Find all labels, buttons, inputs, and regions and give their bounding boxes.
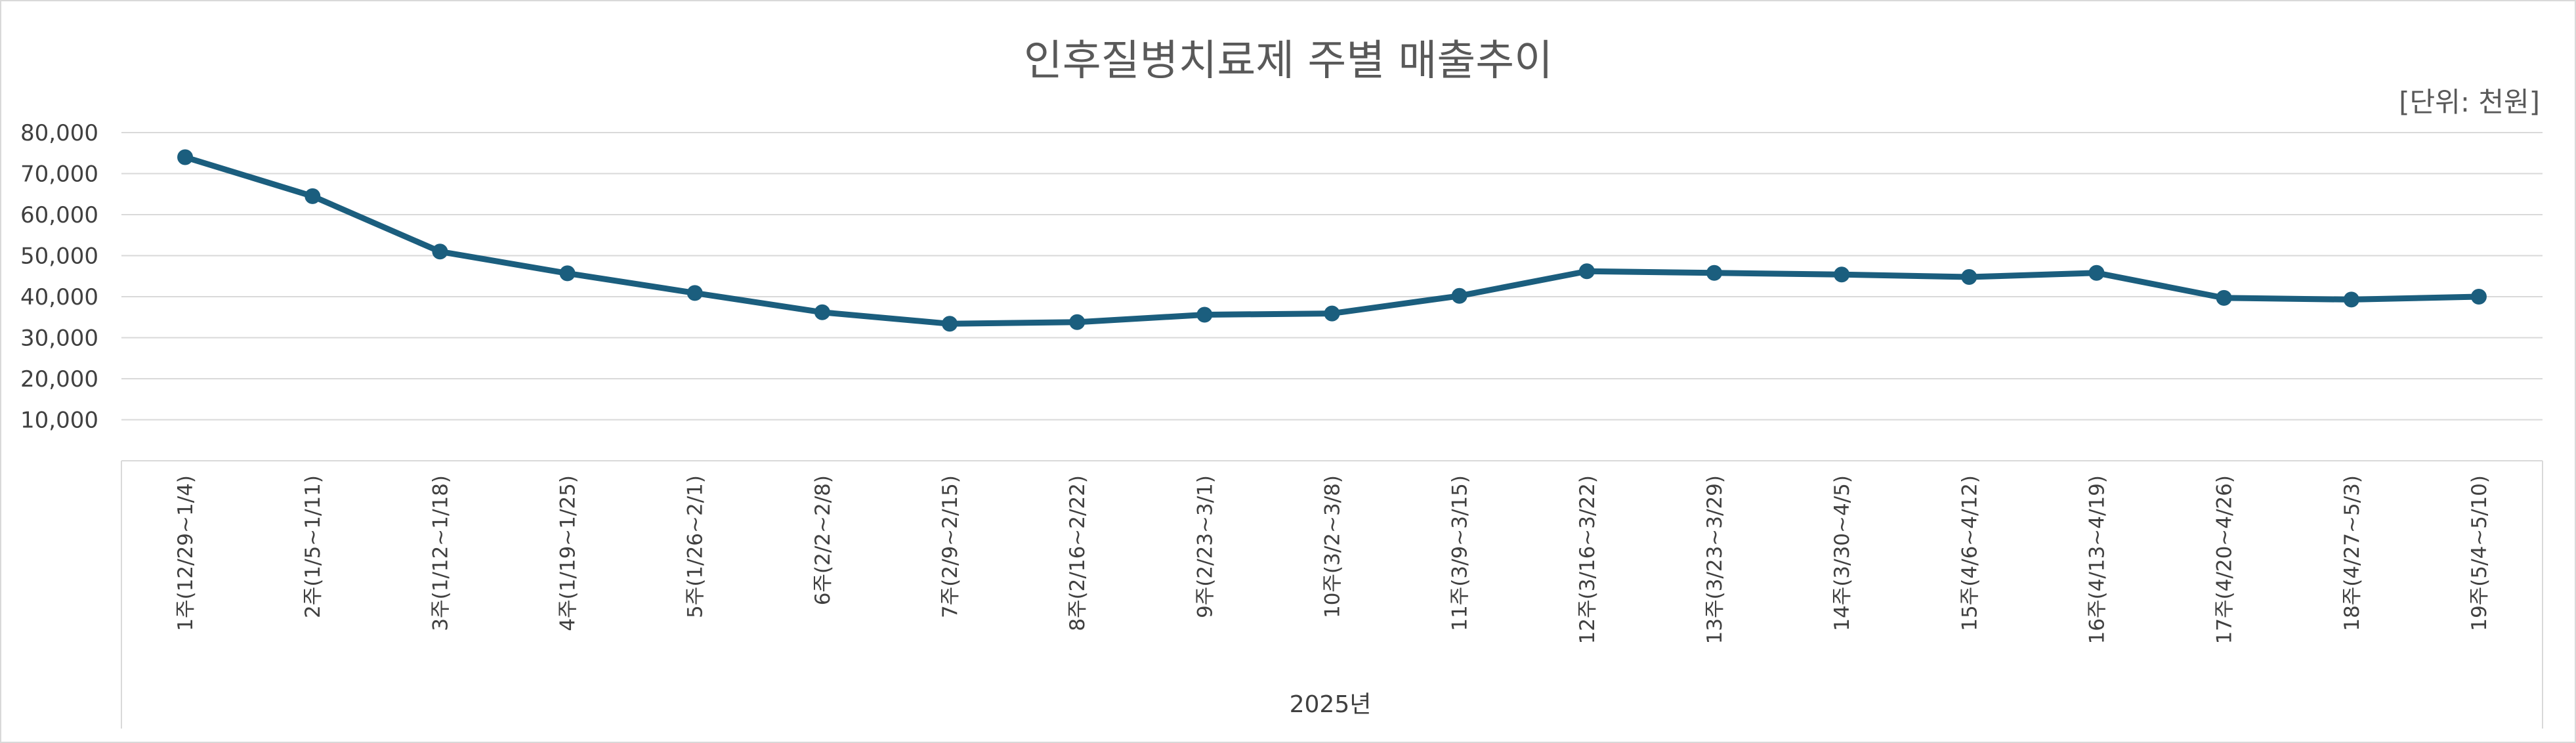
- data-point: [686, 285, 703, 301]
- x-tick-label: 13주(3/23~3/29): [1703, 475, 1727, 644]
- x-tick-label: 7주(2/9~2/15): [939, 475, 962, 618]
- series-line: [182, 154, 2482, 327]
- x-tick-label: 6주(2/2~2/8): [811, 475, 835, 605]
- x-axis-frame: [121, 460, 2543, 729]
- unit-note: [단위: 천원]: [2399, 86, 2540, 118]
- y-axis-tick-labels: 10,000 20,000 30,000 40,000 50,000 60,000 70,0…: [20, 120, 98, 434]
- data-point: [1834, 266, 1850, 283]
- x-tick-label: 14주(3/30~4/5): [1830, 475, 1854, 631]
- x-tick-label: 12주(3/16~3/22): [1576, 475, 1599, 644]
- chart-title: 인후질병치료제 주별 매출추이: [1024, 37, 1553, 85]
- y-tick-label: 10,000: [20, 408, 98, 434]
- data-point: [2216, 289, 2232, 306]
- data-point: [305, 188, 321, 204]
- y-tick-label: 30,000: [20, 326, 98, 352]
- x-axis-group-label: 2025년: [1290, 691, 1372, 718]
- x-tick-label: 4주(1/19~1/25): [557, 475, 580, 631]
- y-tick-label: 70,000: [20, 161, 98, 188]
- x-tick-label: 11주(3/9~3/15): [1448, 475, 1472, 631]
- data-point: [1451, 287, 1467, 304]
- data-point: [1069, 314, 1086, 330]
- series-layer: [177, 149, 2487, 332]
- x-tick-label: 3주(1/12~1/18): [429, 475, 452, 631]
- x-tick-label: 10주(3/2~3/8): [1321, 475, 1345, 618]
- data-point: [559, 265, 576, 282]
- data-point: [432, 244, 448, 260]
- y-tick-label: 40,000: [20, 284, 98, 310]
- data-point: [1196, 307, 1213, 323]
- x-tick-label: 2주(1/5~1/11): [301, 475, 325, 618]
- x-tick-label: 17주(4/20~4/26): [2213, 475, 2237, 644]
- y-tick-label: 50,000: [20, 244, 98, 270]
- data-point: [1324, 305, 1340, 322]
- x-tick-label: 15주(4/6~4/12): [1958, 475, 1981, 631]
- data-point: [177, 149, 194, 165]
- x-tick-label: 16주(4/13~4/19): [2085, 475, 2109, 644]
- y-tick-label: 80,000: [20, 120, 98, 146]
- x-tick-label: 5주(1/26~2/1): [684, 475, 707, 618]
- data-point: [2088, 265, 2105, 281]
- y-tick-label: 60,000: [20, 202, 98, 228]
- x-tick-label: 9주(2/23~3/1): [1193, 475, 1217, 618]
- data-point: [814, 304, 830, 320]
- data-point: [1578, 263, 1595, 280]
- x-tick-label: 8주(2/16~2/22): [1066, 475, 1089, 631]
- data-point: [2343, 291, 2359, 308]
- x-axis-tick-labels: 1주(12/29~1/4) 2주(1/5~1/11) 3주(1/12~1/18) 4주…: [174, 475, 2491, 644]
- y-tick-label: 20,000: [20, 366, 98, 393]
- data-point: [942, 316, 958, 332]
- x-tick-label: 18주(4/27~5/3): [2340, 475, 2364, 631]
- data-point: [1706, 265, 1722, 281]
- data-point: [1961, 269, 1977, 285]
- data-point: [2470, 289, 2487, 305]
- x-tick-label: 1주(12/29~1/4): [174, 475, 198, 631]
- gridlines: [121, 132, 2543, 421]
- x-tick-label: 19주(5/4~5/10): [2468, 475, 2491, 631]
